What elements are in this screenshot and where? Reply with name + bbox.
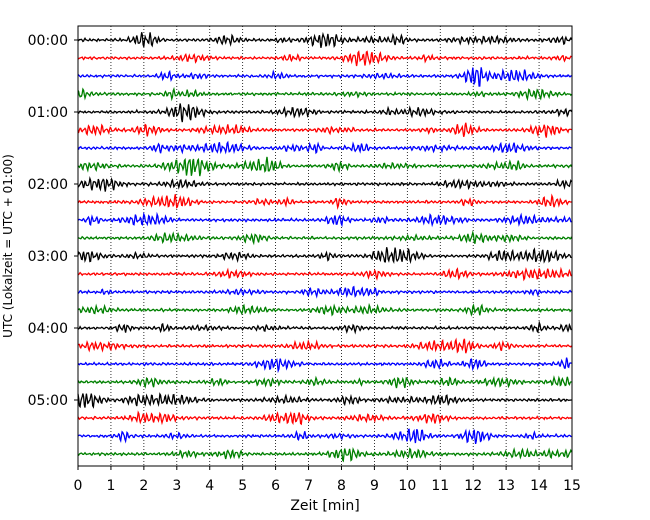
x-tick-label: 10 [398,478,416,494]
y-axis-label: UTC (Lokalzeit = UTC + 01:00) [1,154,15,338]
x-tick-label: 15 [563,478,581,494]
seismogram-trace [77,247,572,265]
seismogram-trace [77,428,572,445]
seismogram-trace [77,140,572,155]
y-tick-label: 05:00 [28,393,68,409]
y-tick-label: 02:00 [28,177,68,193]
seismogram-trace [77,410,572,426]
x-tick-label: 3 [172,478,181,494]
seismogram-trace [77,230,573,246]
x-tick-label: 8 [337,478,346,494]
x-axis: 0 1 2 3 4 5 6 7 8 9 10 11 12 13 14 15 [74,466,581,494]
seismogram-trace [77,103,573,123]
seismogram-trace [77,211,572,228]
y-tick-label: 04:00 [28,321,68,337]
x-tick-label: 2 [139,478,148,494]
x-tick-label: 4 [205,478,214,494]
y-axis: 00:00 01:00 02:00 03:00 04:00 05:00 [28,33,78,409]
seismogram-trace [77,357,572,374]
seismogram-trace [77,337,573,354]
y-tick-label: 00:00 [28,33,68,49]
x-tick-label: 5 [238,478,247,494]
x-tick-label: 11 [431,478,449,494]
x-tick-label: 1 [106,478,115,494]
seismogram-trace [77,50,572,67]
x-tick-label: 9 [370,478,379,494]
x-tick-label: 14 [530,478,548,494]
seismogram-trace [77,266,573,282]
x-tick-label: 6 [271,478,280,494]
seismogram-trace [77,375,572,389]
x-tick-label: 12 [464,478,482,494]
x-tick-label: 7 [304,478,313,494]
seismogram-trace [77,285,572,299]
x-tick-label: 0 [74,478,83,494]
trace-layer [77,31,573,463]
seismogram-trace [77,193,572,210]
seismogram-trace [77,392,572,409]
x-tick-label: 13 [497,478,515,494]
seismogram-trace [77,31,573,49]
seismogram-trace [77,122,572,138]
seismogram-trace [77,320,573,335]
seismogram-trace [77,176,573,192]
seismogram-trace [77,67,572,87]
seismogram-trace [77,446,573,463]
y-tick-label: 01:00 [28,105,68,121]
seismogram-trace [77,86,573,102]
x-axis-label: Zeit [min] [290,498,359,514]
seismogram-trace [77,302,572,317]
y-tick-label: 03:00 [28,249,68,265]
grid-layer [110,26,540,466]
plot-frame [77,25,573,467]
seismogram-trace [77,156,573,177]
